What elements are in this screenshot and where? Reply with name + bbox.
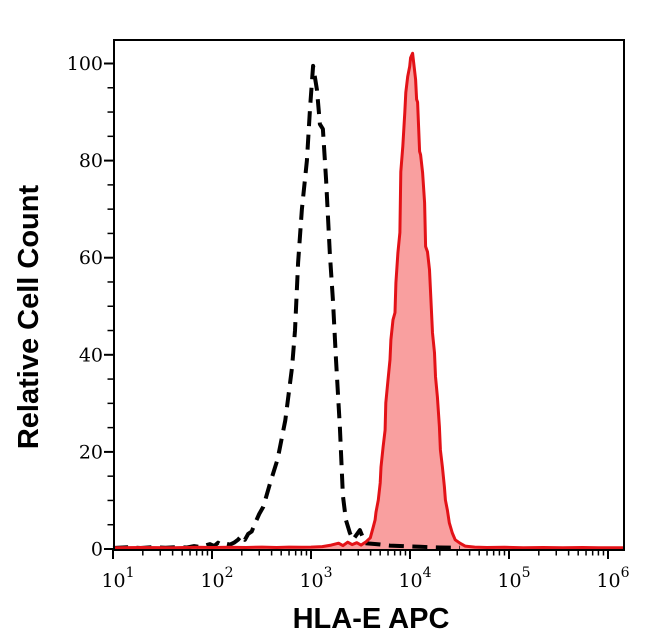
control-curve-dashed [112, 63, 461, 550]
x-tick-label: 104 [398, 565, 431, 592]
sample-area-fill [113, 53, 625, 550]
x-tick-label: 102 [200, 565, 233, 592]
y-tick-label: 100 [67, 53, 103, 75]
y-tick-label: 0 [91, 539, 103, 561]
sample-curve-outline [112, 51, 625, 550]
plot-area: 101 102 103 104 105 106 0 20 40 60 80 100 [67, 39, 630, 592]
plot-frame [113, 39, 625, 551]
x-tick-label: 105 [497, 565, 530, 592]
y-axis-title: Relative Cell Count [13, 185, 45, 450]
x-axis-title: HLA-E APC [293, 603, 450, 635]
y-tick-label: 80 [79, 150, 103, 172]
y-tick-label: 40 [79, 344, 103, 366]
y-axis-ticks: 0 20 40 60 80 100 [67, 53, 113, 561]
x-tick-label: 103 [299, 565, 332, 592]
x-tick-label: 101 [101, 565, 134, 592]
y-tick-label: 20 [79, 441, 103, 463]
x-axis-ticks: 101 102 103 104 105 106 [101, 550, 630, 592]
y-tick-label: 60 [79, 247, 103, 269]
x-tick-label: 106 [596, 565, 629, 592]
